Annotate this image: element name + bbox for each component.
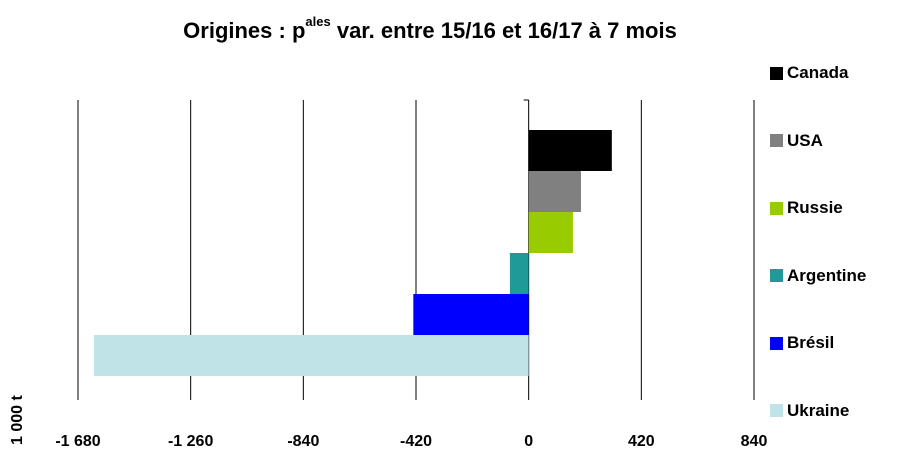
legend: Canada USA Russie Argentine Brésil Ukraine	[770, 0, 920, 453]
legend-swatch	[770, 404, 783, 417]
bar-brésil	[413, 294, 529, 335]
bar-canada	[528, 130, 612, 171]
chart-title-prefix: Origines : p	[183, 18, 306, 43]
legend-item-russie: Russie	[770, 196, 843, 220]
bar-ukraine	[94, 335, 529, 376]
legend-label: Canada	[787, 63, 849, 82]
legend-item-brésil: Brésil	[770, 331, 834, 355]
legend-label: USA	[787, 130, 823, 150]
legend-swatch	[770, 336, 783, 350]
legend-item-ukraine: Ukraine	[770, 399, 849, 423]
x-tick-labels: -1 680 -1 260 -840 -420 0 420 840	[55, 433, 767, 450]
bar-argentine	[509, 253, 529, 294]
bar-russie	[528, 212, 573, 253]
x-tick-label: 840	[741, 433, 768, 450]
legend-swatch	[770, 134, 783, 147]
legend-label: Russie	[787, 198, 843, 217]
chart-title-superscript: ales	[305, 14, 331, 29]
legend-item-argentine: Argentine	[770, 264, 866, 288]
chart-title: Origines : pales var. entre 15/16 et 16/…	[0, 14, 860, 44]
x-tick-label: -420	[400, 433, 432, 450]
legend-swatch	[770, 66, 783, 80]
x-axis-unit-label: 1 000 t	[9, 395, 26, 445]
legend-label: Brésil	[787, 333, 835, 352]
legend-item-usa: USA	[770, 129, 823, 153]
legend-label: Argentine	[787, 265, 867, 285]
bar-usa	[528, 171, 581, 212]
x-tick-label: -1 260	[168, 433, 213, 450]
bars	[94, 130, 612, 376]
x-tick-label: -840	[287, 433, 319, 450]
legend-label: Ukraine	[787, 400, 850, 420]
legend-swatch	[770, 269, 783, 282]
x-tick-label: 420	[628, 433, 655, 450]
chart-title-suffix: var. entre 15/16 et 16/17 à 7 mois	[330, 18, 677, 43]
x-tick-label: 0	[524, 433, 533, 450]
legend-item-canada: Canada	[770, 61, 848, 85]
legend-swatch	[770, 201, 783, 215]
x-tick-label: -1 680	[55, 433, 100, 450]
